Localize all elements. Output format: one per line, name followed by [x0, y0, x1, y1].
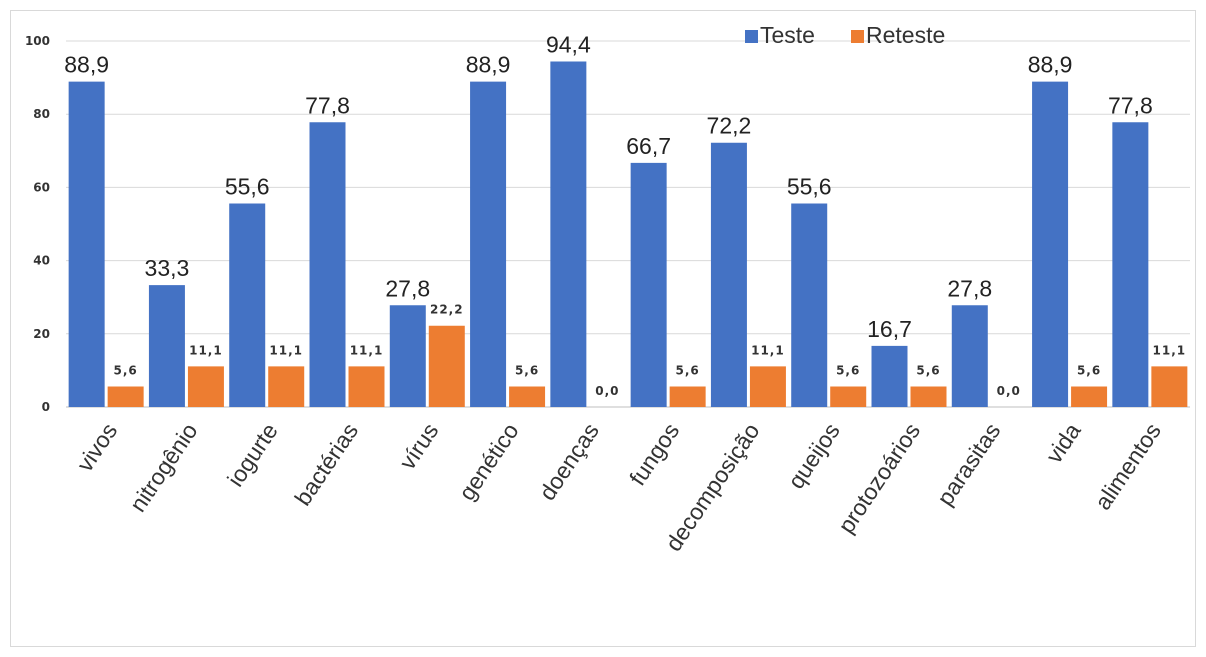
x-category-label: iogurte: [222, 418, 283, 491]
teste-data-label: 88,9: [466, 52, 511, 78]
reteste-data-label: 5,6: [114, 364, 138, 378]
y-tick-label: 40: [33, 254, 50, 268]
teste-bar: [791, 203, 828, 407]
teste-bar: [1032, 81, 1069, 407]
teste-bar: [309, 122, 346, 407]
reteste-data-label: 11,1: [751, 343, 785, 357]
teste-bar: [871, 345, 908, 407]
reteste-bar: [830, 386, 867, 407]
reteste-bar: [509, 386, 546, 407]
reteste-data-label: 11,1: [269, 343, 303, 357]
reteste-bar: [1151, 366, 1188, 407]
reteste-data-label: 5,6: [836, 364, 860, 378]
legend-label-reteste: Reteste: [866, 22, 945, 48]
x-category-label: vida: [1041, 418, 1086, 468]
reteste-data-label: 5,6: [916, 364, 940, 378]
teste-bar: [68, 81, 105, 407]
teste-data-label: 66,7: [626, 133, 671, 159]
reteste-bar: [910, 386, 947, 407]
reteste-data-label: 11,1: [350, 343, 384, 357]
teste-bar: [1112, 122, 1149, 407]
reteste-data-label: 0,0: [595, 384, 619, 398]
reteste-bar: [669, 386, 706, 407]
teste-data-label: 33,3: [145, 255, 190, 281]
teste-data-label: 94,4: [546, 31, 591, 57]
teste-bar: [148, 285, 185, 407]
teste-bar: [229, 203, 266, 407]
x-category-label: bactérias: [289, 418, 363, 510]
reteste-data-label: 11,1: [1153, 343, 1187, 357]
y-tick-label: 20: [33, 327, 50, 341]
x-category-label: queijos: [783, 418, 845, 493]
teste-data-label: 77,8: [305, 92, 350, 118]
teste-data-label: 77,8: [1108, 92, 1153, 118]
x-category-label: protozoários: [833, 418, 925, 537]
teste-data-label: 55,6: [787, 174, 832, 200]
teste-bar: [550, 61, 587, 407]
reteste-bar: [107, 386, 144, 407]
teste-data-label: 55,6: [225, 174, 270, 200]
y-tick-label: 60: [33, 180, 50, 194]
teste-data-label: 88,9: [1028, 52, 1073, 78]
teste-bar: [470, 81, 507, 407]
x-category-label: fungos: [624, 418, 684, 490]
teste-data-label: 16,7: [867, 316, 912, 342]
reteste-bar: [268, 366, 305, 407]
teste-data-label: 27,8: [385, 275, 430, 301]
reteste-bar: [428, 325, 465, 407]
x-category-label: vivos: [71, 418, 122, 476]
y-tick-label: 100: [25, 34, 50, 48]
teste-bar: [389, 305, 426, 407]
legend-swatch-teste: [745, 30, 758, 43]
reteste-bar: [187, 366, 224, 407]
reteste-bar: [749, 366, 786, 407]
reteste-data-label: 0,0: [997, 384, 1021, 398]
teste-data-label: 72,2: [707, 113, 752, 139]
x-category-label: parasitas: [932, 418, 1006, 510]
chart-frame: [10, 10, 1196, 647]
x-category-label: genético: [454, 418, 524, 505]
legend-swatch-reteste: [851, 30, 864, 43]
reteste-data-label: 5,6: [515, 364, 539, 378]
reteste-bar: [348, 366, 385, 407]
reteste-data-label: 22,2: [430, 303, 464, 317]
reteste-bar: [1071, 386, 1108, 407]
x-category-label: nitrogênio: [125, 418, 203, 516]
x-category-label: doenças: [534, 418, 604, 505]
reteste-data-label: 5,6: [1077, 364, 1101, 378]
x-category-label: alimentos: [1089, 418, 1166, 514]
teste-bar: [710, 142, 747, 408]
y-tick-label: 0: [42, 400, 50, 414]
teste-bar: [630, 162, 667, 407]
teste-data-label: 27,8: [947, 275, 992, 301]
teste-bar: [951, 305, 988, 407]
legend-label-teste: Teste: [760, 22, 815, 48]
x-category-label: vírus: [394, 418, 443, 474]
reteste-data-label: 5,6: [676, 364, 700, 378]
reteste-data-label: 11,1: [189, 343, 223, 357]
teste-data-label: 88,9: [64, 52, 109, 78]
y-tick-label: 80: [33, 107, 50, 121]
